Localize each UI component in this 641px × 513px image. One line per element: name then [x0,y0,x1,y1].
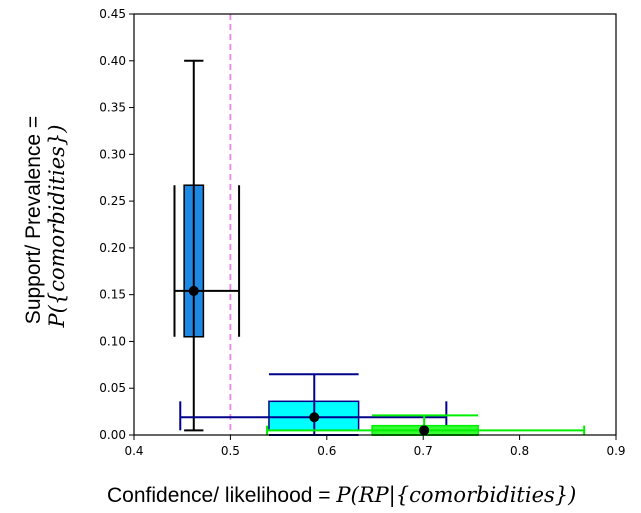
y-tick-label: 0.45 [99,7,126,21]
y-tick-label: 0.30 [99,147,126,161]
y-axis-label-line1: Support/ Prevalence = [22,116,45,324]
y-tick-label: 0.25 [99,194,126,208]
series-0 [173,59,241,432]
y-tick-label: 0.35 [99,101,126,115]
center-point [419,425,430,436]
x-axis-label: Confidence/ likelihood = P(RP|{comorbidi… [107,483,576,508]
x-tick-label: 0.9 [606,444,625,458]
x-tick-label: 0.7 [414,444,433,458]
x-tick-label: 0.5 [221,444,240,458]
y-tick-label: 0.10 [99,334,126,348]
center-point [188,285,199,296]
y-tick-label: 0.00 [99,428,126,442]
x-tick-label: 0.4 [124,444,143,458]
center-point [309,412,320,423]
y-tick-label: 0.40 [99,54,126,68]
y-axis-label-line2: P({comorbidities}) [45,125,69,329]
y-tick-label: 0.15 [99,288,126,302]
y-tick-label: 0.05 [99,381,126,395]
series-1 [179,373,448,436]
plot-frame [133,13,617,436]
x-tick-label: 0.8 [510,444,529,458]
x-tick-label: 0.6 [317,444,336,458]
y-tick-label: 0.20 [99,241,126,255]
